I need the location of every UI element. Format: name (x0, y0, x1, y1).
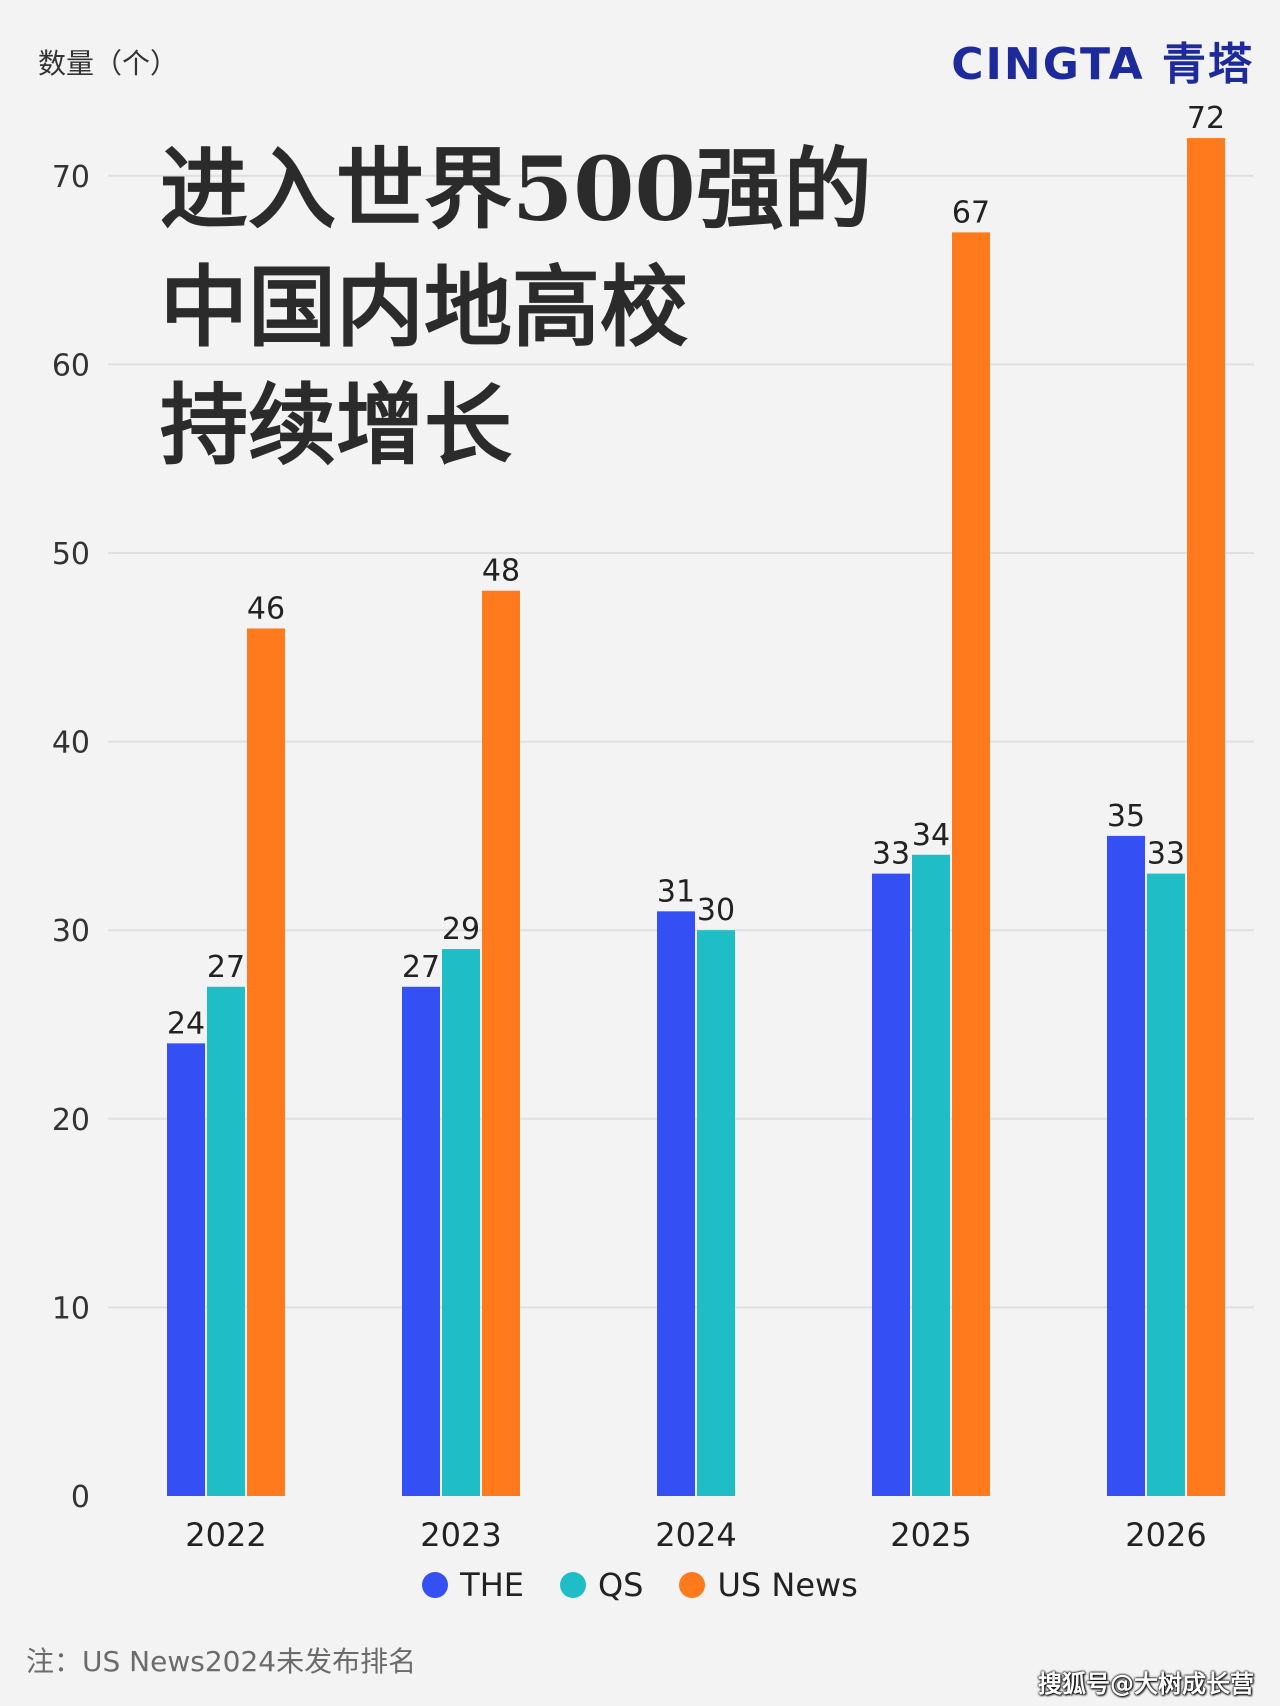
data-label: 30 (697, 893, 735, 928)
data-label: 33 (1147, 837, 1185, 872)
bar-qs-2024 (697, 930, 735, 1496)
x-tick-label: 2026 (1125, 1516, 1206, 1554)
chart-title: 进入世界500强的 中国内地高校 持续增长 (160, 130, 872, 484)
bar-the-2023 (402, 986, 440, 1496)
bar-qs-2023 (442, 949, 480, 1496)
bar-usnews-2022 (247, 628, 285, 1496)
data-label: 31 (657, 874, 695, 909)
data-label: 24 (167, 1006, 205, 1041)
bar-usnews-2026 (1187, 138, 1225, 1497)
legend-swatch-the (422, 1572, 449, 1598)
data-label: 72 (1187, 101, 1225, 136)
y-tick-label: 10 (52, 1291, 90, 1326)
legend-swatch-qs (559, 1572, 586, 1598)
title-line-1: 进入世界500强的 (160, 137, 872, 241)
data-label: 34 (912, 818, 950, 853)
legend-label-the: THE (460, 1566, 524, 1604)
data-label: 48 (482, 554, 520, 589)
bar-usnews-2025 (952, 232, 990, 1496)
bar-qs-2022 (207, 986, 245, 1496)
legend-label-usnews: US News (717, 1566, 858, 1604)
legend-label-qs: QS (597, 1566, 644, 1604)
legend-swatch-usnews (679, 1572, 706, 1598)
x-tick-label: 2022 (185, 1516, 266, 1554)
legend-item-usnews: US News (679, 1566, 858, 1604)
chart-legend: THE QS US News (0, 1566, 1280, 1604)
bar-qs-2025 (912, 854, 950, 1496)
bar-the-2022 (167, 1043, 205, 1496)
y-tick-label: 20 (52, 1103, 90, 1138)
y-axis-unit-label: 数量（个） (38, 47, 179, 80)
y-tick-label: 60 (52, 348, 90, 383)
y-tick-label: 70 (52, 160, 90, 195)
bar-the-2025 (872, 873, 910, 1496)
bar-the-2026 (1107, 835, 1145, 1496)
legend-item-the: THE (422, 1566, 524, 1604)
bar-qs-2026 (1147, 873, 1185, 1496)
data-label: 35 (1107, 799, 1145, 834)
y-tick-label: 30 (52, 914, 90, 949)
y-tick-label: 50 (52, 537, 90, 572)
footnote: 注：US News2024未发布排名 (26, 1645, 417, 1678)
brand-logo: CINGTA 青塔 (951, 39, 1254, 90)
y-tick-label: 40 (52, 726, 90, 761)
data-label: 33 (872, 837, 910, 872)
title-line-3: 持续增长 (160, 373, 513, 477)
y-tick-label: 0 (71, 1480, 90, 1515)
bar-the-2024 (657, 911, 695, 1496)
data-label: 27 (402, 950, 440, 985)
data-label: 27 (207, 950, 245, 985)
legend-item-qs: QS (559, 1566, 644, 1604)
data-label: 29 (442, 912, 480, 947)
bar-usnews-2023 (482, 590, 520, 1496)
title-line-2: 中国内地高校 (160, 255, 689, 359)
source-watermark: 搜狐号@大树成长营 (1038, 1670, 1254, 1698)
data-label: 46 (247, 591, 285, 626)
x-tick-label: 2024 (655, 1516, 736, 1554)
x-tick-label: 2023 (420, 1516, 501, 1554)
data-label: 67 (952, 195, 990, 230)
x-tick-label: 2025 (890, 1516, 971, 1554)
